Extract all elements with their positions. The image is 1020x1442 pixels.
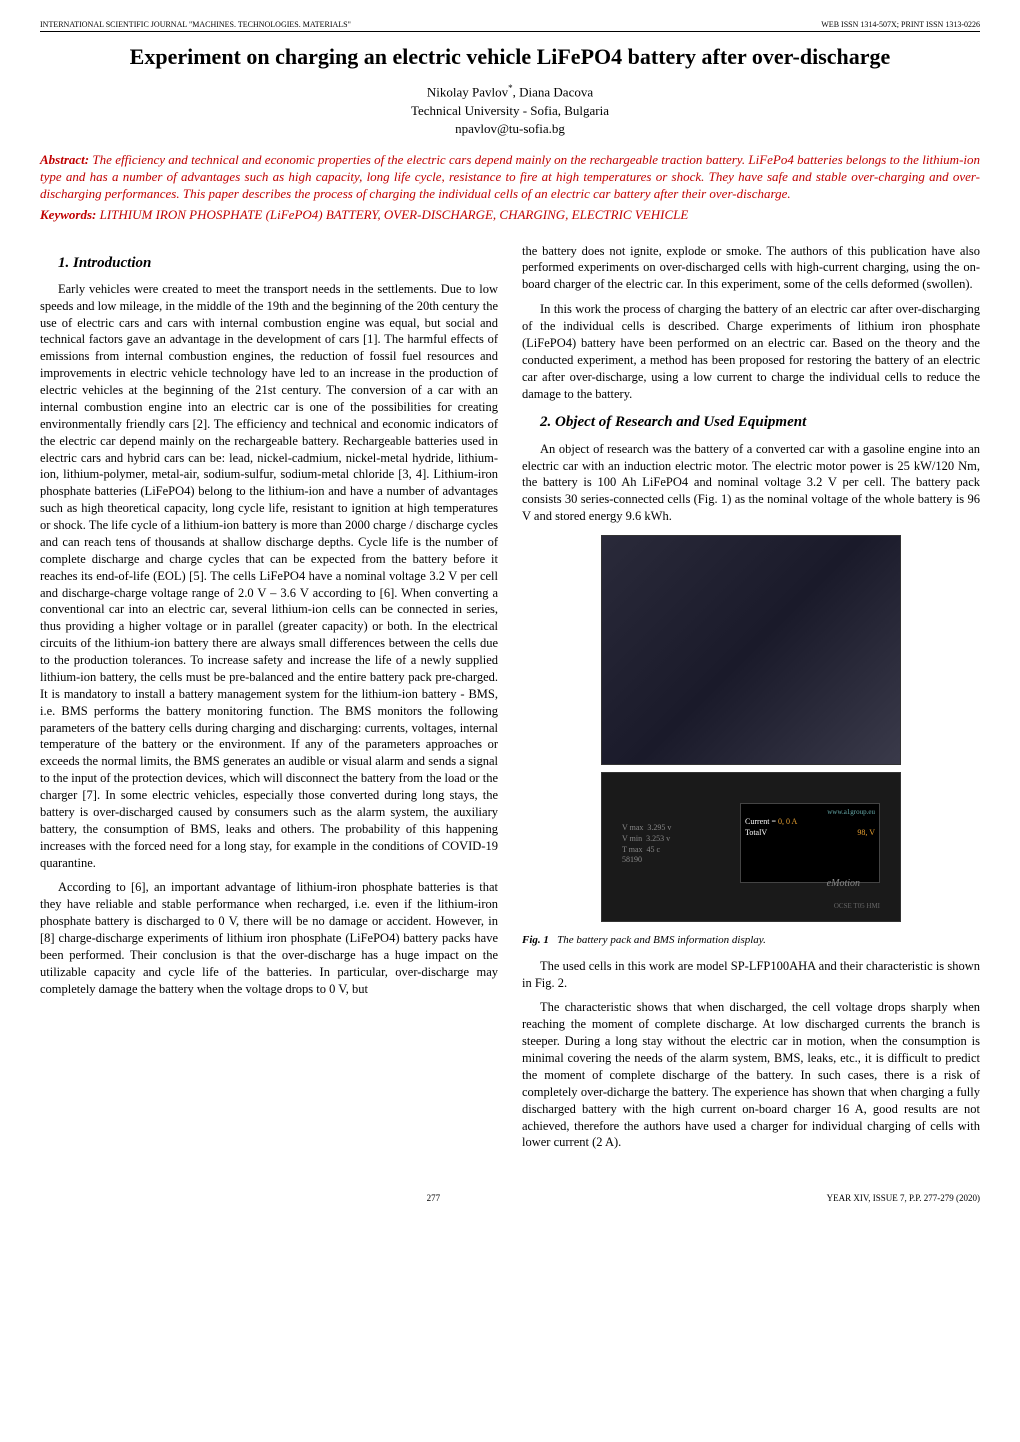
right-column: the battery does not ignite, explode or … [522, 243, 980, 1160]
content-columns: 1. Introduction Early vehicles were crea… [40, 243, 980, 1160]
s2-p1: An object of research was the battery of… [522, 441, 980, 525]
emotion-logo: eMotion [827, 877, 860, 891]
author-email: npavlov@tu-sofia.bg [40, 120, 980, 138]
bms-current-value: 0, 0 A [778, 817, 797, 826]
bms-totalv-row: TotalV 98, V [745, 828, 875, 839]
fig1-caption-text: The battery pack and BMS information dis… [552, 934, 766, 946]
abstract-text: The efficiency and technical and economi… [40, 152, 980, 201]
figure-1-top-image [601, 535, 901, 765]
figure-1-caption: Fig. 1 The battery pack and BMS informat… [522, 933, 980, 948]
s1-p1: Early vehicles were created to meet the … [40, 281, 498, 872]
journal-header: INTERNATIONAL SCIENTIFIC JOURNAL "MACHIN… [40, 20, 980, 32]
s1-p3: the battery does not ignite, explode or … [522, 243, 980, 294]
abstract: Abstract: The efficiency and technical a… [40, 152, 980, 203]
page-number: 277 [427, 1193, 441, 1203]
issue-info: YEAR XIV, ISSUE 7, P.P. 277-279 (2020) [827, 1193, 980, 1203]
journal-name: INTERNATIONAL SCIENTIFIC JOURNAL "MACHIN… [40, 20, 351, 29]
author-names: Nikolay Pavlov*, Diana Dacova [40, 82, 980, 102]
figure-1: www.a1group.eu Current = 0, 0 A TotalV 9… [522, 535, 980, 948]
keywords-text: LITHIUM IRON PHOSPHATE (LiFePO4) BATTERY… [100, 207, 689, 222]
bms-stats: V max 3.295 v V min 3.253 v T max 45 c 5… [622, 823, 671, 866]
abstract-label: Abstract: [40, 152, 89, 167]
s2-p2: The used cells in this work are model SP… [522, 958, 980, 992]
bms-url: www.a1group.eu [745, 808, 875, 817]
issn-info: WEB ISSN 1314-507X; PRINT ISSN 1313-0226 [821, 20, 980, 29]
page-footer: 277 YEAR XIV, ISSUE 7, P.P. 277-279 (202… [40, 1189, 980, 1203]
bms-totalv-value: 98, V [857, 828, 875, 839]
left-column: 1. Introduction Early vehicles were crea… [40, 243, 498, 1160]
paper-title: Experiment on charging an electric vehic… [40, 44, 980, 70]
s1-p2: According to [6], an important advantage… [40, 879, 498, 997]
fig1-label: Fig. 1 [522, 934, 549, 946]
figure-1-bottom-image: www.a1group.eu Current = 0, 0 A TotalV 9… [601, 772, 901, 922]
section-2-title: 2. Object of Research and Used Equipment [540, 412, 980, 432]
bms-footer: OCSE T05 HMI [834, 902, 880, 911]
keywords-label: Keywords: [40, 207, 96, 222]
bms-current-row: Current = 0, 0 A [745, 817, 875, 828]
s2-p3: The characteristic shows that when disch… [522, 999, 980, 1151]
bms-display-panel: www.a1group.eu Current = 0, 0 A TotalV 9… [740, 803, 880, 883]
s1-p4: In this work the process of charging the… [522, 301, 980, 402]
author-affiliation: Technical University - Sofia, Bulgaria [40, 102, 980, 120]
keywords: Keywords: LITHIUM IRON PHOSPHATE (LiFePO… [40, 207, 980, 223]
authors-block: Nikolay Pavlov*, Diana Dacova Technical … [40, 82, 980, 138]
section-1-title: 1. Introduction [58, 253, 498, 273]
